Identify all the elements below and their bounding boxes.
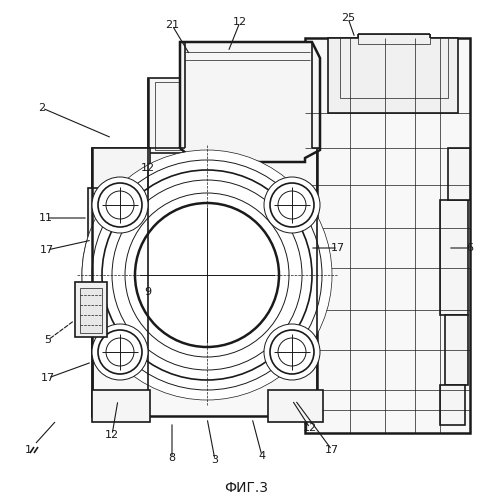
- Bar: [92, 390, 150, 422]
- Circle shape: [92, 177, 148, 233]
- Circle shape: [112, 180, 302, 370]
- Bar: [340, 38, 448, 98]
- Text: 17: 17: [325, 445, 339, 455]
- Polygon shape: [180, 42, 320, 162]
- Bar: [92, 148, 317, 416]
- Text: 17: 17: [40, 245, 54, 255]
- Text: 17: 17: [41, 373, 55, 383]
- Bar: [92, 148, 150, 353]
- Text: 4: 4: [258, 451, 266, 461]
- Circle shape: [278, 191, 306, 219]
- Circle shape: [264, 324, 320, 380]
- Bar: [440, 200, 468, 315]
- Circle shape: [270, 183, 314, 227]
- Circle shape: [135, 203, 279, 347]
- Circle shape: [98, 330, 142, 374]
- Circle shape: [92, 324, 148, 380]
- Text: 11: 11: [39, 213, 53, 223]
- Circle shape: [264, 177, 320, 233]
- Bar: [445, 315, 468, 385]
- Bar: [148, 78, 188, 153]
- Bar: [155, 82, 181, 150]
- Text: 21: 21: [165, 20, 179, 30]
- Circle shape: [102, 170, 312, 380]
- Text: 1: 1: [25, 445, 32, 455]
- Circle shape: [278, 338, 306, 366]
- Text: 12: 12: [233, 17, 247, 27]
- Text: 2: 2: [38, 103, 45, 113]
- Circle shape: [125, 193, 289, 357]
- Text: ФИГ.3: ФИГ.3: [224, 481, 268, 495]
- Bar: [92, 193, 146, 233]
- Circle shape: [82, 150, 332, 400]
- Circle shape: [98, 183, 142, 227]
- Bar: [305, 38, 470, 433]
- Bar: [328, 38, 458, 113]
- Circle shape: [82, 150, 332, 400]
- Bar: [358, 34, 430, 44]
- Bar: [80, 288, 102, 333]
- Text: 12: 12: [105, 430, 119, 440]
- Text: 5: 5: [44, 335, 51, 345]
- Text: 6: 6: [466, 243, 473, 253]
- Text: 25: 25: [341, 13, 355, 23]
- Bar: [75, 282, 107, 337]
- Text: 3: 3: [211, 455, 218, 465]
- Bar: [88, 188, 150, 236]
- Bar: [268, 390, 323, 422]
- Text: 17: 17: [331, 243, 345, 253]
- Circle shape: [106, 338, 134, 366]
- Text: 12: 12: [303, 423, 317, 433]
- Text: 12: 12: [141, 163, 155, 173]
- Circle shape: [270, 330, 314, 374]
- Circle shape: [92, 160, 322, 390]
- Circle shape: [106, 191, 134, 219]
- Bar: [448, 148, 470, 200]
- Bar: [440, 385, 465, 425]
- Text: 9: 9: [144, 287, 151, 297]
- Text: 8: 8: [169, 453, 176, 463]
